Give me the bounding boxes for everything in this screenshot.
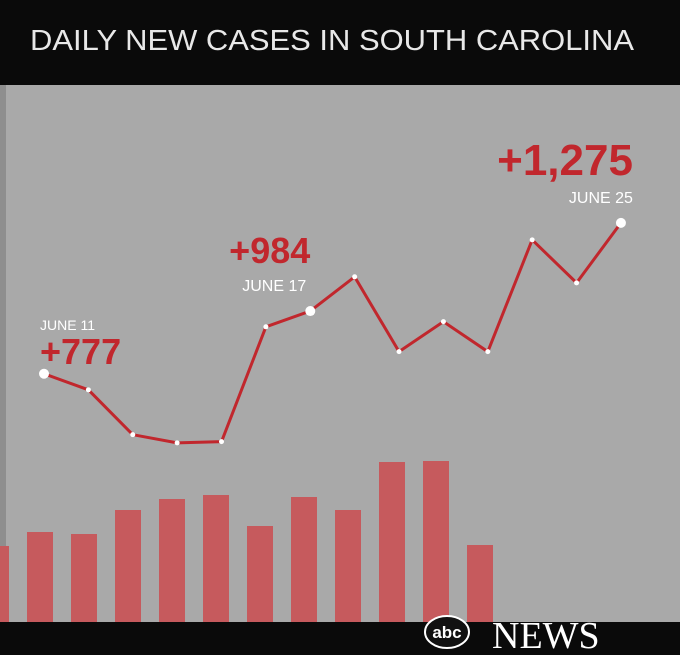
point — [440, 319, 446, 325]
chart-title: DAILY NEW CASES IN SOUTH CAROLINA — [30, 25, 635, 57]
logo-brand: abc — [432, 623, 461, 642]
bar — [379, 462, 405, 622]
point — [529, 237, 535, 243]
category-label: JUNE 17 — [242, 278, 306, 295]
category-label: JUNE 11 — [40, 317, 95, 333]
bar — [0, 546, 9, 622]
edge-strip — [0, 85, 6, 622]
value-label: +1,275 — [497, 136, 633, 185]
bar — [115, 510, 141, 622]
value-label: +984 — [229, 230, 310, 271]
point — [485, 349, 491, 355]
point — [263, 324, 269, 330]
point — [396, 349, 402, 355]
bar — [291, 497, 317, 622]
point — [130, 432, 136, 438]
point — [574, 280, 580, 286]
bar — [27, 532, 53, 622]
bar — [423, 461, 449, 622]
footer-band — [0, 622, 680, 655]
point — [85, 387, 91, 393]
point — [219, 439, 225, 445]
point — [615, 217, 626, 228]
value-label: +777 — [40, 331, 121, 372]
bar — [203, 495, 229, 622]
category-label: JUNE 25 — [569, 190, 633, 207]
logo-circle — [424, 615, 470, 649]
logo-name: NEWS — [492, 615, 600, 655]
bar — [335, 510, 361, 622]
point — [305, 306, 316, 317]
point — [352, 274, 358, 280]
point — [39, 368, 49, 379]
bar — [159, 499, 185, 622]
line — [43, 221, 623, 445]
bar — [467, 545, 493, 622]
bar — [71, 534, 97, 622]
point — [174, 440, 180, 446]
header-band — [0, 0, 680, 85]
bar — [247, 526, 273, 622]
